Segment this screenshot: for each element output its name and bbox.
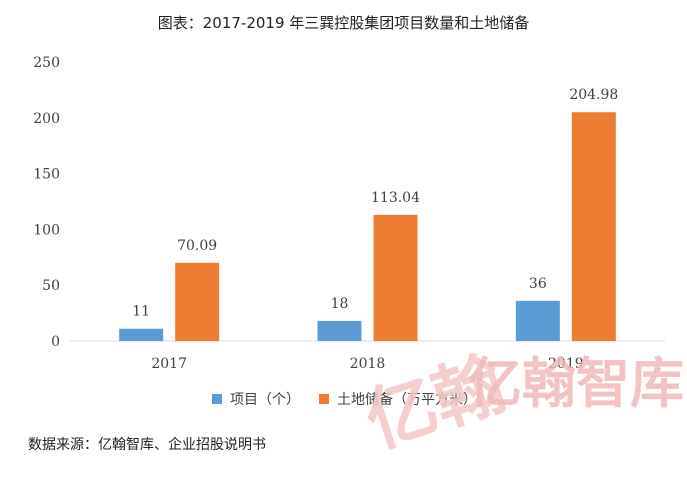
bar-projects	[317, 320, 362, 341]
data-label: 113.04	[371, 190, 420, 206]
legend-swatch-projects	[212, 394, 222, 404]
bar-land-reserve	[175, 262, 220, 341]
data-label: 18	[331, 296, 349, 312]
y-tick-label: 200	[33, 111, 60, 127]
legend-label-projects: 项目（个）	[230, 392, 300, 408]
bar-land-reserve	[373, 214, 418, 341]
data-label: 11	[132, 304, 150, 320]
data-label: 36	[529, 276, 547, 292]
y-tick-label: 50	[42, 278, 60, 294]
data-label: 204.98	[569, 87, 618, 103]
x-tick-label: 2017	[151, 356, 187, 372]
legend-swatch-land-reserve	[319, 394, 329, 404]
svg-text:亿翰智库: 亿翰智库	[468, 352, 684, 415]
y-tick-label: 150	[33, 167, 60, 183]
watermark-logo: 亿翰 亿翰智库	[368, 342, 684, 463]
chart-title: 图表：2017-2019 年三巽控股集团项目数量和土地储备	[157, 14, 530, 32]
bar-projects	[119, 328, 164, 341]
source-note: 数据来源：亿翰智库、企业招股说明书	[28, 437, 266, 453]
x-tick-label: 2019	[548, 356, 584, 372]
data-label: 70.09	[177, 238, 217, 254]
bar-projects	[515, 300, 560, 341]
y-tick-label: 250	[33, 55, 60, 71]
y-tick-label: 0	[51, 334, 60, 350]
x-tick-label: 2018	[350, 356, 386, 372]
legend-label-land-reserve: 土地储备（万平方米）	[337, 391, 477, 408]
bar-land-reserve	[571, 112, 616, 342]
y-tick-label: 100	[33, 222, 60, 238]
